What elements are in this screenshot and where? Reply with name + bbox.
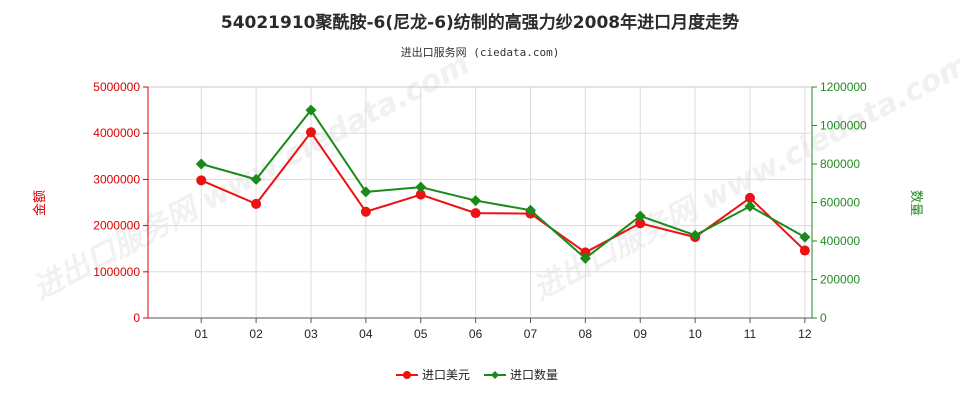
point-amount-06[interactable] <box>470 208 481 219</box>
point-amount-02[interactable] <box>251 198 262 209</box>
right-tick-label: 0 <box>820 311 827 325</box>
point-quantity-02[interactable] <box>250 173 262 185</box>
x-tick-label: 07 <box>524 327 538 341</box>
left-tick-label: 2000000 <box>93 219 140 233</box>
series-line-1 <box>200 108 806 260</box>
right-axis-title: 数量 <box>908 190 923 216</box>
point-quantity-01[interactable] <box>195 158 207 170</box>
grid <box>148 86 812 319</box>
left-axis-title: 金额 <box>32 190 48 216</box>
point-amount-01[interactable] <box>196 175 207 186</box>
left-tick-label: 1000000 <box>93 265 140 279</box>
right-tick-label: 1200000 <box>820 80 867 94</box>
x-tick-label: 05 <box>414 327 428 341</box>
right-tick-label: 1000000 <box>820 119 867 133</box>
watermark-2: 进出口服务网 www.ciedata.com <box>527 47 960 307</box>
right-axis: 0 200000 400000 600000 800000 1000000 1200000 <box>811 80 867 325</box>
x-tick-label: 12 <box>798 327 812 341</box>
legend-item-quantity[interactable]: 进口数量 <box>484 367 558 382</box>
point-quantity-05[interactable] <box>415 181 427 193</box>
x-tick-label: 09 <box>634 327 648 341</box>
right-tick-label: 600000 <box>820 196 860 210</box>
point-amount-09[interactable] <box>635 218 646 229</box>
left-tick-label: 4000000 <box>93 126 140 140</box>
legend: 进口美元 进口数量 <box>396 367 558 382</box>
left-tick-label: 3000000 <box>93 172 140 186</box>
left-axis: 0 1000000 2000000 3000000 4000000 5000000 <box>93 80 149 325</box>
x-tick-label: 10 <box>688 327 702 341</box>
right-tick-label: 800000 <box>820 157 860 171</box>
chart-subtitle: 进出口服务网 (ciedata.com) <box>401 45 560 59</box>
point-amount-12[interactable] <box>799 245 810 256</box>
x-tick-label: 06 <box>469 327 483 341</box>
point-quantity-07[interactable] <box>524 204 536 216</box>
legend-item-amount[interactable]: 进口美元 <box>396 368 470 382</box>
x-tick-label: 01 <box>195 327 209 341</box>
x-tick-label: 02 <box>249 327 263 341</box>
x-tick-label: 03 <box>304 327 318 341</box>
legend-quantity-label: 进口数量 <box>510 367 558 382</box>
x-axis: 01 02 03 04 05 06 07 08 09 10 11 12 <box>148 317 812 341</box>
point-amount-03[interactable] <box>305 127 316 138</box>
right-tick-label: 200000 <box>820 273 860 287</box>
point-amount-04[interactable] <box>360 206 371 217</box>
point-quantity-04[interactable] <box>360 186 372 198</box>
legend-amount-marker <box>403 371 411 379</box>
x-tick-label: 04 <box>359 327 373 341</box>
x-tick-label: 08 <box>579 327 593 341</box>
chart-title: 54021910聚酰胺-6(尼龙-6)纺制的高强力纱2008年进口月度走势 <box>221 12 739 33</box>
point-quantity-11[interactable] <box>744 200 756 212</box>
left-tick-label: 0 <box>133 311 140 325</box>
legend-amount-label: 进口美元 <box>422 368 470 382</box>
series-layer <box>195 104 811 264</box>
x-tick-label: 11 <box>744 327 757 341</box>
point-amount-11[interactable] <box>744 192 755 203</box>
point-quantity-08[interactable] <box>579 252 591 264</box>
left-tick-label: 5000000 <box>93 80 140 94</box>
point-quantity-06[interactable] <box>470 195 482 207</box>
legend-quantity-marker <box>491 371 499 379</box>
point-amount-05[interactable] <box>415 189 426 200</box>
point-quantity-09[interactable] <box>634 210 646 222</box>
point-quantity-03[interactable] <box>305 104 317 116</box>
right-tick-label: 400000 <box>820 234 860 248</box>
point-quantity-12[interactable] <box>799 231 811 243</box>
point-quantity-10[interactable] <box>689 229 701 241</box>
